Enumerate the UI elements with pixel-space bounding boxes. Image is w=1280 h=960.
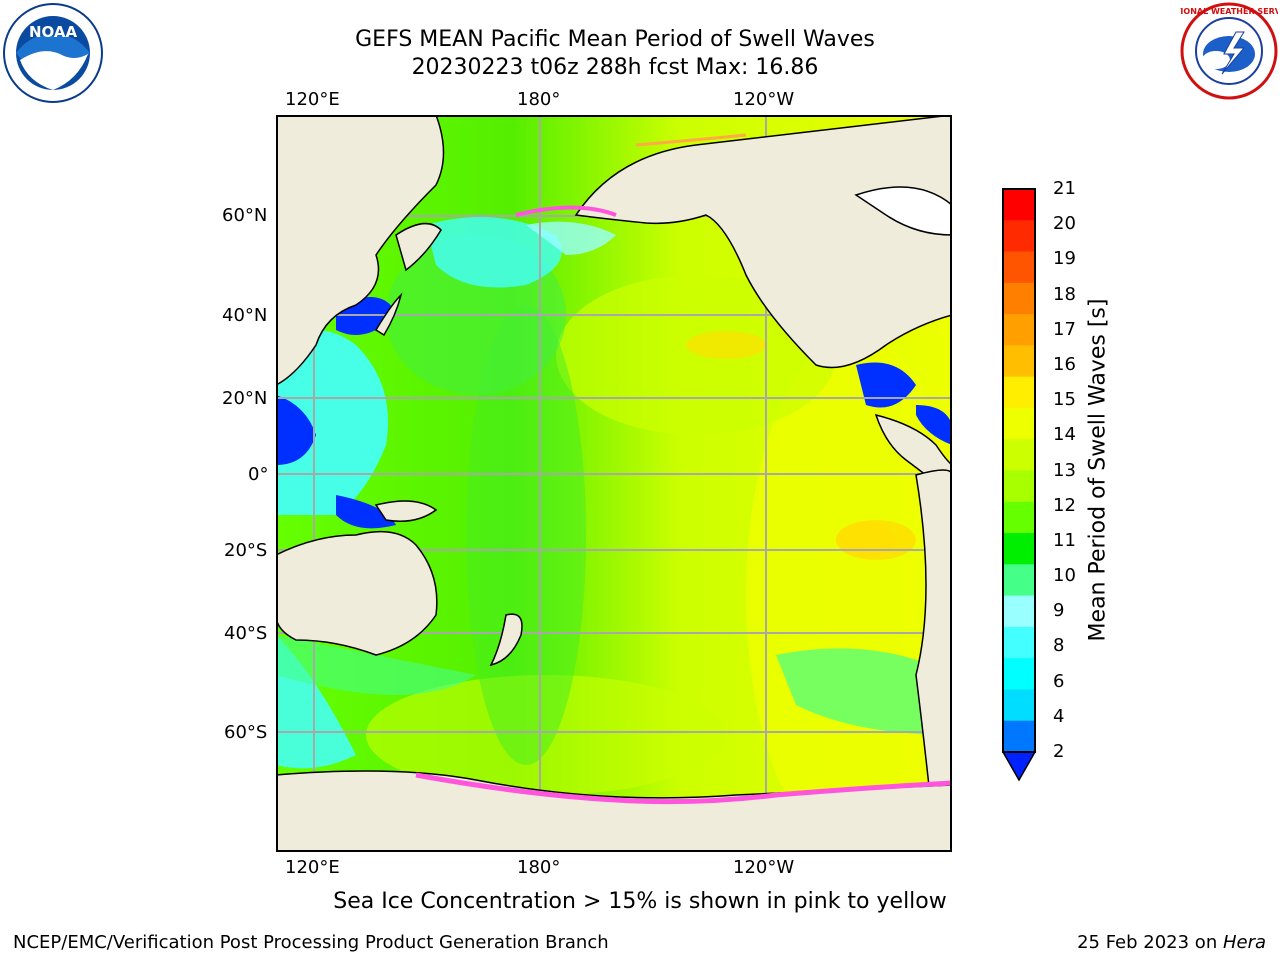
footer-host: Hera [1222, 932, 1266, 953]
colorbar-block [1003, 407, 1035, 440]
mid-period-band-west [466, 305, 586, 765]
short-period-bering [426, 217, 562, 288]
colorbar-block [1003, 658, 1035, 690]
short-period-south-china-sea [276, 395, 316, 465]
colorbar-tick-label: 8 [1053, 635, 1065, 657]
colorbar-frame [1002, 188, 1036, 753]
colorbar-block [1003, 251, 1035, 284]
colorbar-block [1003, 439, 1035, 471]
colorbar-block [1003, 501, 1035, 534]
hudson-bay [854, 186, 952, 236]
footer-date: 25 Feb 2023 on Hera [1077, 932, 1266, 953]
kamchatka [395, 222, 442, 272]
map-subtitle: 20230223 t06z 288h fcst Max: 16.86 [411, 55, 819, 80]
lon-label-bottom-180: 180° [517, 857, 561, 878]
colorbar-block [1003, 220, 1035, 253]
lon-label-top-120e: 120°E [285, 89, 340, 110]
colorbar-block [1003, 314, 1035, 346]
colorbar-extend-arrow [1001, 751, 1037, 782]
colorbar-tick-label: 9 [1053, 600, 1065, 622]
colorbar-block [1003, 376, 1035, 409]
lat-label-60s: 60°S [224, 722, 268, 743]
short-period-west-pacific [276, 330, 388, 515]
swell-period-map [276, 115, 952, 852]
colorbar-tick-label: 18 [1053, 283, 1076, 305]
map-frame [276, 115, 952, 852]
north-america [574, 115, 952, 369]
colorbar-tick-label: 21 [1053, 178, 1076, 199]
colorbar-tick-label: 4 [1053, 705, 1065, 727]
lon-label-bottom-120w: 120°W [733, 857, 795, 878]
colorbar-tick-label: 17 [1053, 318, 1076, 340]
footer-credit: NCEP/EMC/Verification Post Processing Pr… [13, 932, 609, 953]
sea-ice-edge-south [415, 772, 952, 805]
colorbar-tick-label: 10 [1053, 565, 1076, 587]
short-period-gulf-of-mexico [856, 362, 916, 408]
colorbar-block [1003, 720, 1035, 753]
lat-label-0: 0° [248, 464, 269, 485]
colorbar-block [1003, 345, 1035, 378]
new-zealand [489, 613, 523, 667]
lat-label-60n: 60°N [222, 205, 268, 226]
colorbar-block [1003, 689, 1035, 722]
colorbar-tick-label: 20 [1053, 213, 1076, 235]
colorbar-tick-label: 13 [1053, 459, 1076, 481]
lat-label-20s: 20°S [224, 540, 268, 561]
colorbar-block [1003, 189, 1035, 221]
colorbar-tick-label: 11 [1053, 529, 1076, 551]
svg-text:NOAA: NOAA [29, 23, 78, 41]
colorbar-block [1003, 564, 1035, 597]
new-guinea [374, 500, 438, 522]
colorbar-title: Mean Period of Swell Waves [s] [1085, 298, 1111, 642]
colorbar-tick-label: 19 [1053, 248, 1076, 270]
sea-ice-edge-north [515, 205, 617, 217]
colorbar-tick-label: 6 [1053, 670, 1065, 692]
colorbar-block [1003, 626, 1035, 659]
japan [374, 292, 403, 337]
lon-label-top-120w: 120°W [733, 89, 795, 110]
lat-label-40s: 40°S [224, 623, 268, 644]
australia [276, 530, 438, 656]
lat-label-20n: 20°N [222, 388, 268, 409]
asia-landmass [276, 115, 445, 386]
svg-text:NATIONAL WEATHER SERVICE: NATIONAL WEATHER SERVICE [1180, 7, 1278, 16]
colorbar-tick-label: 14 [1053, 424, 1076, 446]
map-title: GEFS MEAN Pacific Mean Period of Swell W… [355, 27, 875, 52]
nws-logo: NATIONAL WEATHER SERVICE [1180, 2, 1278, 100]
lon-label-top-180: 180° [517, 89, 561, 110]
colorbar-tick-label: 2 [1053, 741, 1065, 762]
colorbar-tick-label: 15 [1053, 389, 1076, 411]
sea-ice-note: Sea Ice Concentration > 15% is shown in … [333, 889, 947, 914]
colorbar-block [1003, 470, 1035, 503]
lat-label-40n: 40°N [222, 305, 268, 326]
footer-date-text: 25 Feb 2023 on [1077, 932, 1223, 953]
colorbar [1001, 188, 1037, 782]
colorbar-tick-label: 16 [1053, 353, 1076, 375]
colorbar-block [1003, 533, 1035, 565]
colorbar-block [1003, 595, 1035, 628]
colorbar-block [1003, 282, 1035, 315]
colorbar-tick-label: 12 [1053, 494, 1076, 516]
noaa-logo: NOAA [3, 3, 103, 103]
lon-label-bottom-120e: 120°E [285, 857, 340, 878]
